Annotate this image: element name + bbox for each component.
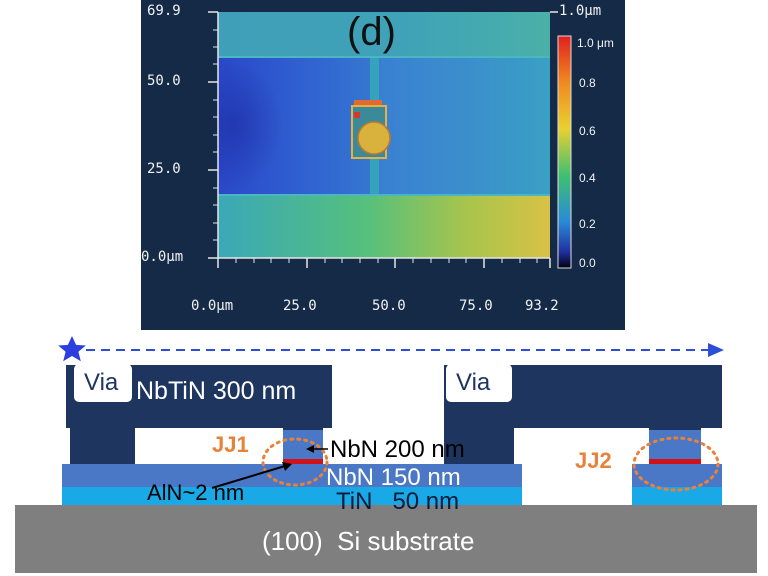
tin-layer-left [62,487,522,505]
nbn150-label: NbN 150 nm [326,464,461,491]
colorbar-tick: 0.4 [579,171,596,185]
afm-y-tick: 50.0 [147,73,181,89]
afm-z-max-label: 1.0μm [559,3,602,19]
afm-x-tick: 0.0μm [191,298,234,314]
afm-x-tick: 50.0 [372,298,406,314]
afm-x-tick: 75.0 [459,298,493,314]
jj1-label: JJ1 [212,432,249,457]
jj1-nbn200 [283,428,323,460]
colorbar-tick: 1.0 μm [577,36,614,50]
jj2-marker [632,436,720,492]
via-left-label: Via [84,369,119,396]
afm-y-tick: 69.9 [147,3,181,19]
jj2-label: JJ2 [575,448,612,473]
colorbar-tick: 0.0 [579,256,596,270]
afm-y-tick: 0.0μm [141,249,184,265]
afm-height-map [218,12,550,258]
afm-x-tick: 93.2 [525,298,559,314]
substrate-label: (100) Si substrate [262,526,475,556]
jj1-barrier [283,459,323,464]
jj1-marker [261,437,329,487]
via-right-box [446,364,512,402]
afm-x-tick: 25.0 [283,298,317,314]
afm-y-tick: 25.0 [147,161,181,177]
nbn200-leader-arrow [306,445,328,453]
nbn200-label: NbN 200 nm [330,436,465,463]
colorbar-tick: 0.2 [579,217,596,231]
colorbar-tick: 0.8 [579,76,596,90]
nbtin-label: NbTiN 300 nm [136,377,297,405]
afm-panel-label: (d) [347,10,396,54]
via-right-label: Via [456,369,491,396]
star-icon [58,336,86,362]
afm-panel: (d) 69.9 50.0 25.0 0.0μm 0.0μm 25.0 50.0… [141,0,625,330]
tin-layer-right [632,487,722,505]
afm-svg [208,11,572,269]
jj2-nbn200 [649,428,701,460]
aln-leader-arrow [211,462,292,489]
jj2-barrier [649,459,701,464]
via-left-box [74,364,132,402]
afm-colorbar [557,35,572,269]
si-substrate [15,505,757,573]
aln-label: AlN~2 nm [147,480,245,505]
afm-minor-ticks [213,29,538,263]
colorbar-tick: 0.6 [579,124,596,138]
nbn150-layer-left [62,464,522,487]
tin-label: TiN 50 nm [336,488,460,515]
scan-line-arrow [86,343,724,357]
nbn150-layer-right [632,464,722,487]
